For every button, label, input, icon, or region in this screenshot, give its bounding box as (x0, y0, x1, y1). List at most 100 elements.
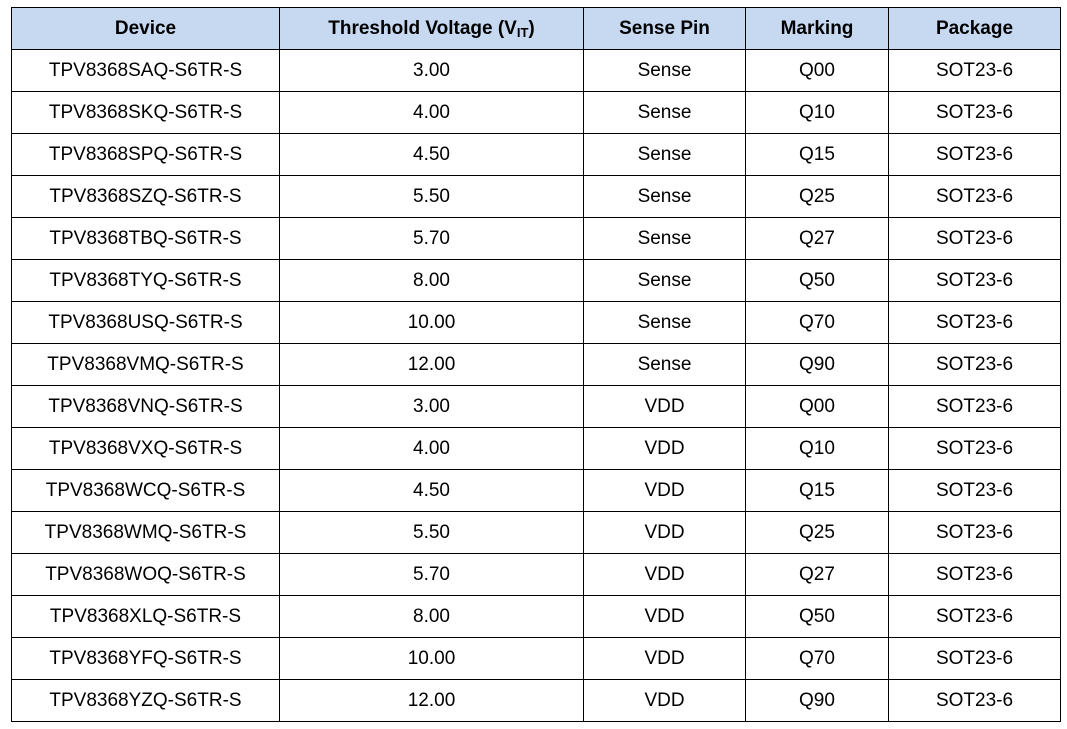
table-cell: 10.00 (279, 637, 584, 680)
table-cell: Sense (583, 343, 746, 386)
table-cell: 8.00 (279, 595, 584, 638)
table-cell: SOT23-6 (888, 553, 1061, 596)
table-row: TPV8368YFQ-S6TR-S 10.00 VDD Q70 SOT23-6 (11, 637, 1061, 680)
table-cell: Sense (583, 301, 746, 344)
header-text: ) (528, 17, 535, 39)
table-cell: 5.50 (279, 175, 584, 218)
table-cell: 5.70 (279, 553, 584, 596)
table-cell: 3.00 (279, 385, 584, 428)
table-cell: TPV8368WCQ-S6TR-S (11, 469, 280, 512)
table-cell: TPV8368VNQ-S6TR-S (11, 385, 280, 428)
table-cell: Q10 (745, 427, 889, 470)
table-cell: Sense (583, 133, 746, 176)
table-row: TPV8368SAQ-S6TR-S 3.00 Sense Q00 SOT23-6 (11, 49, 1061, 92)
table-cell: TPV8368TBQ-S6TR-S (11, 217, 280, 260)
table-cell: Q70 (745, 637, 889, 680)
table-cell: Q27 (745, 553, 889, 596)
table-cell: TPV8368TYQ-S6TR-S (11, 259, 280, 302)
table-cell: TPV8368YZQ-S6TR-S (11, 679, 280, 722)
header-cell: Threshold Voltage (VIT) (279, 7, 584, 50)
table-cell: VDD (583, 637, 746, 680)
table-cell: VDD (583, 553, 746, 596)
table-cell: TPV8368SKQ-S6TR-S (11, 91, 280, 134)
table-cell: Q90 (745, 679, 889, 722)
table-cell: SOT23-6 (888, 511, 1061, 554)
table-cell: TPV8368YFQ-S6TR-S (11, 637, 280, 680)
table-row: TPV8368VMQ-S6TR-S 12.00 Sense Q90 SOT23-6 (11, 343, 1061, 386)
table-cell: Q25 (745, 175, 889, 218)
table-cell: 4.00 (279, 427, 584, 470)
table-cell: Q27 (745, 217, 889, 260)
table-cell: TPV8368WMQ-S6TR-S (11, 511, 280, 554)
table-row: TPV8368SPQ-S6TR-S 4.50 Sense Q15 SOT23-6 (11, 133, 1061, 176)
table-cell: VDD (583, 427, 746, 470)
header-cell: Package (888, 7, 1061, 50)
table-row: TPV8368WMQ-S6TR-S 5.50 VDD Q25 SOT23-6 (11, 511, 1061, 554)
table-row: TPV8368VNQ-S6TR-S 3.00 VDD Q00 SOT23-6 (11, 385, 1061, 428)
table-row: TPV8368SKQ-S6TR-S 4.00 Sense Q10 SOT23-6 (11, 91, 1061, 134)
table-cell: Q70 (745, 301, 889, 344)
table-cell: Q10 (745, 91, 889, 134)
table-cell: SOT23-6 (888, 301, 1061, 344)
table-cell: Q25 (745, 511, 889, 554)
table-cell: SOT23-6 (888, 49, 1061, 92)
table-cell: SOT23-6 (888, 679, 1061, 722)
device-table: Device Threshold Voltage (VIT) Sense Pin Ma… (11, 7, 1061, 722)
table-cell: 4.50 (279, 133, 584, 176)
table-cell: VDD (583, 679, 746, 722)
table-cell: 4.50 (279, 469, 584, 512)
table-row: TPV8368WCQ-S6TR-S 4.50 VDD Q15 SOT23-6 (11, 469, 1061, 512)
table-cell: Sense (583, 175, 746, 218)
table-cell: TPV8368VMQ-S6TR-S (11, 343, 280, 386)
table-cell: Q50 (745, 259, 889, 302)
table-cell: SOT23-6 (888, 469, 1061, 512)
table-cell: 5.70 (279, 217, 584, 260)
header-text: Threshold Voltage (V (328, 17, 517, 39)
table-cell: 4.00 (279, 91, 584, 134)
table-cell: VDD (583, 469, 746, 512)
table-cell: TPV8368SPQ-S6TR-S (11, 133, 280, 176)
table-cell: SOT23-6 (888, 175, 1061, 218)
table-cell: 3.00 (279, 49, 584, 92)
table-row: TPV8368XLQ-S6TR-S 8.00 VDD Q50 SOT23-6 (11, 595, 1061, 638)
header-cell: Device (11, 7, 280, 50)
table-cell: VDD (583, 385, 746, 428)
table-row: TPV8368SZQ-S6TR-S 5.50 Sense Q25 SOT23-6 (11, 175, 1061, 218)
table-cell: SOT23-6 (888, 595, 1061, 638)
table-cell: Q15 (745, 469, 889, 512)
table-row: TPV8368TBQ-S6TR-S 5.70 Sense Q27 SOT23-6 (11, 217, 1061, 260)
header-subscript: IT (516, 24, 529, 40)
table-cell: SOT23-6 (888, 91, 1061, 134)
table-cell: Q15 (745, 133, 889, 176)
table-cell: 10.00 (279, 301, 584, 344)
table-row: TPV8368USQ-S6TR-S 10.00 Sense Q70 SOT23-6 (11, 301, 1061, 344)
table-cell: TPV8368WOQ-S6TR-S (11, 553, 280, 596)
table-cell: SOT23-6 (888, 133, 1061, 176)
table-row: TPV8368TYQ-S6TR-S 8.00 Sense Q50 SOT23-6 (11, 259, 1061, 302)
table-cell: SOT23-6 (888, 343, 1061, 386)
table-row: TPV8368YZQ-S6TR-S 12.00 VDD Q90 SOT23-6 (11, 679, 1061, 722)
table-row: TPV8368WOQ-S6TR-S 5.70 VDD Q27 SOT23-6 (11, 553, 1061, 596)
table-cell: TPV8368SZQ-S6TR-S (11, 175, 280, 218)
table-cell: 5.50 (279, 511, 584, 554)
table-cell: SOT23-6 (888, 217, 1061, 260)
table-cell: TPV8368USQ-S6TR-S (11, 301, 280, 344)
table-cell: SOT23-6 (888, 637, 1061, 680)
table-cell: SOT23-6 (888, 259, 1061, 302)
table-cell: TPV8368XLQ-S6TR-S (11, 595, 280, 638)
table-cell: Sense (583, 217, 746, 260)
table-cell: Q50 (745, 595, 889, 638)
table-cell: Q00 (745, 49, 889, 92)
table-cell: SOT23-6 (888, 385, 1061, 428)
table-body: TPV8368SAQ-S6TR-S 3.00 Sense Q00 SOT23-6 TPV8… (11, 49, 1061, 722)
table-cell: 8.00 (279, 259, 584, 302)
table-row: TPV8368VXQ-S6TR-S 4.00 VDD Q10 SOT23-6 (11, 427, 1061, 470)
table-cell: SOT23-6 (888, 427, 1061, 470)
header-cell: Sense Pin (583, 7, 746, 50)
table-cell: VDD (583, 595, 746, 638)
table-cell: Sense (583, 49, 746, 92)
table-cell: Q90 (745, 343, 889, 386)
table-cell: VDD (583, 511, 746, 554)
table-cell: 12.00 (279, 343, 584, 386)
